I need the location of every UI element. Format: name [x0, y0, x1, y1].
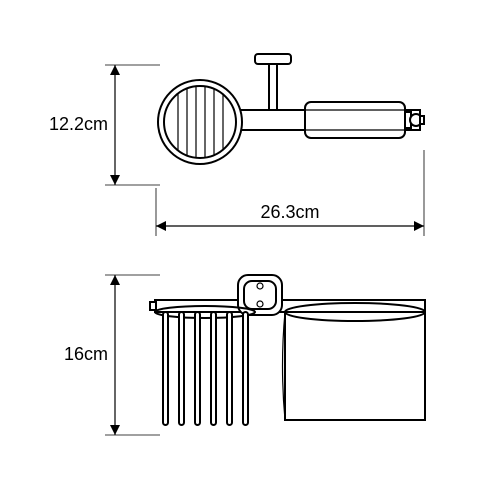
- front-view: [150, 275, 425, 425]
- basket-tine: [163, 312, 168, 425]
- dim-height-top-label: 12.2cm: [49, 114, 108, 134]
- basket-tine: [195, 312, 200, 425]
- dim-height-bottom-label: 16cm: [64, 344, 108, 364]
- basket-tine: [227, 312, 232, 425]
- bracket-cap: [255, 54, 291, 64]
- handle-body: [305, 102, 405, 138]
- bar-cap-left: [150, 302, 156, 310]
- basket-tine: [211, 312, 216, 425]
- dimension-height-top: 12.2cm: [49, 65, 160, 185]
- paper-roll: [283, 303, 426, 420]
- basket-disc: [158, 80, 242, 164]
- top-view: [158, 54, 424, 164]
- bracket-stem: [269, 64, 277, 110]
- basket-tine: [179, 312, 184, 425]
- handle-knob: [405, 112, 424, 128]
- dim-width-label: 26.3cm: [260, 202, 319, 222]
- technical-drawing: 12.2cm 16cm 26.3cm: [0, 0, 500, 500]
- dimension-height-bottom: 16cm: [64, 275, 160, 435]
- basket-tine: [243, 312, 248, 425]
- basket-tines: [163, 312, 248, 425]
